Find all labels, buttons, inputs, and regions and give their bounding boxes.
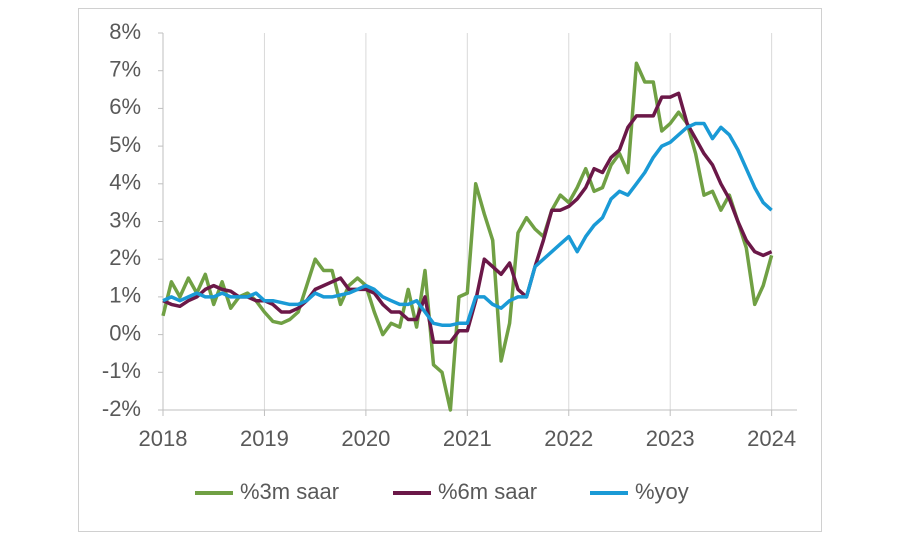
y-tick-label: 4% — [109, 170, 141, 195]
y-tick-label: -2% — [102, 396, 141, 421]
y-tick-label: 5% — [109, 132, 141, 157]
y-tick-label: -1% — [102, 358, 141, 383]
y-tick-label: 2% — [109, 245, 141, 270]
legend-label: %3m saar — [240, 479, 339, 504]
y-tick-label: 0% — [109, 320, 141, 345]
x-tick-label: 2024 — [747, 426, 796, 451]
y-tick-label: 7% — [109, 57, 141, 82]
chart-frame — [78, 8, 822, 532]
legend-label: %yoy — [635, 479, 689, 504]
x-tick-label: 2022 — [544, 426, 593, 451]
y-tick-label: 3% — [109, 207, 141, 232]
x-tick-label: 2021 — [443, 426, 492, 451]
y-tick-label: 1% — [109, 283, 141, 308]
y-tick-label: 6% — [109, 94, 141, 119]
x-tick-label: 2018 — [139, 426, 188, 451]
legend-label: %6m saar — [438, 479, 537, 504]
series-line — [162, 121, 773, 327]
x-tick-label: 2019 — [240, 426, 289, 451]
x-tick-label: 2020 — [341, 426, 390, 451]
y-tick-label: 8% — [109, 19, 141, 44]
series-line — [161, 61, 774, 412]
x-tick-label: 2023 — [646, 426, 695, 451]
